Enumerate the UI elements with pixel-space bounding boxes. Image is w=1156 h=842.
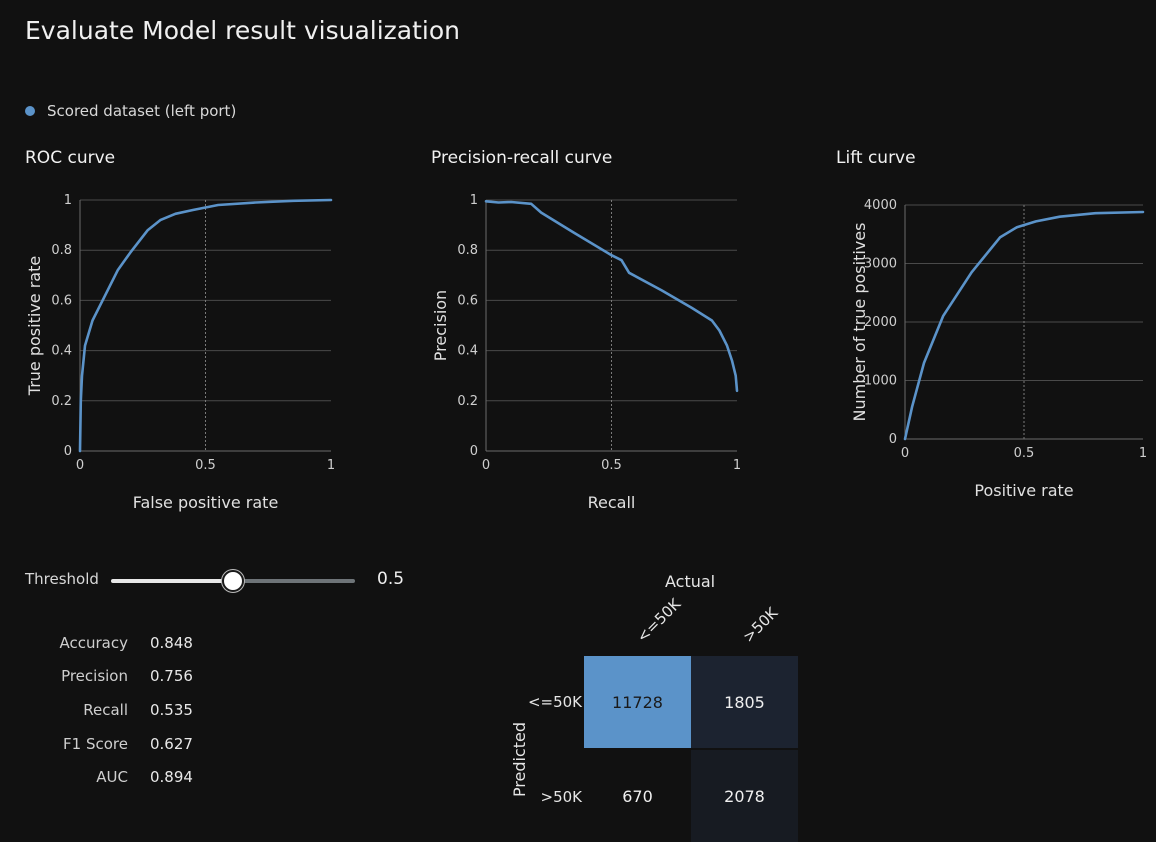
y-tick-label: 0.4	[51, 344, 72, 359]
y-tick-label: 0.6	[457, 293, 478, 308]
x-tick-label: 0.5	[601, 458, 622, 473]
lift-chart-title: Lift curve	[836, 148, 916, 168]
threshold-label: Threshold	[25, 570, 99, 588]
confusion-cell: 670	[584, 750, 691, 842]
metric-row-f1: F1 Score 0.627	[25, 727, 193, 761]
series-line	[78, 198, 333, 453]
y-tick-label: 0.2	[457, 394, 478, 409]
metric-value: 0.535	[150, 700, 193, 719]
confusion-row-label: >50K	[540, 788, 583, 806]
metric-name: Accuracy	[59, 633, 128, 652]
y-tick-label: 0.8	[457, 243, 478, 258]
metric-row-auc: AUC 0.894	[25, 760, 193, 794]
x-tick-label: 1	[327, 458, 335, 473]
y-axis-label: True positive rate	[25, 256, 44, 396]
y-tick-label: 3000	[864, 257, 897, 272]
x-tick-label: 1	[1139, 446, 1147, 461]
series-line	[903, 210, 1145, 441]
metric-row-accuracy: Accuracy 0.848	[25, 626, 193, 660]
threshold-value: 0.5	[377, 569, 405, 589]
series-line	[484, 200, 739, 393]
y-axis-label: Number of true positives	[850, 223, 869, 422]
y-tick-label: 0	[889, 432, 897, 447]
x-tick-label: 0	[76, 458, 84, 473]
metric-value: 0.848	[150, 633, 193, 652]
pr-chart-title: Precision-recall curve	[431, 148, 613, 168]
metric-value: 0.894	[150, 768, 193, 787]
lift-chart: 0 1000 2000 3000 4000 0 0.5 1 Positive rate Numbe…	[850, 198, 1147, 500]
confusion-cell: 1805	[691, 656, 798, 748]
threshold-slider-thumb[interactable]	[222, 570, 244, 592]
confusion-col-label: >50K	[739, 603, 782, 646]
threshold-control: Threshold 0.5	[25, 569, 425, 592]
y-tick-label: 2000	[864, 315, 897, 330]
metric-row-precision: Precision 0.756	[25, 660, 193, 694]
y-tick-label: 0.4	[457, 344, 478, 359]
y-tick-label: 0	[64, 444, 72, 459]
x-tick-label: 1	[733, 458, 741, 473]
metric-name: Recall	[83, 700, 128, 719]
y-tick-label: 0.6	[51, 293, 72, 308]
threshold-slider-track-filled[interactable]	[111, 579, 233, 583]
threshold-slider-track[interactable]	[233, 579, 355, 583]
y-axis-label: Precision	[431, 290, 450, 361]
legend-dot-icon	[25, 106, 35, 116]
roc-chart-title: ROC curve	[25, 148, 116, 168]
legend: Scored dataset (left port)	[25, 102, 236, 120]
metric-value: 0.756	[150, 667, 193, 686]
roc-chart: 0 0.2 0.4 0.6 0.8 1 0 0.5 1 False positive rate Tr…	[25, 193, 335, 512]
x-tick-label: 0.5	[1014, 446, 1035, 461]
confusion-cell: 2078	[691, 750, 798, 842]
page-title: Evaluate Model result visualization	[25, 16, 460, 45]
x-axis-label: Positive rate	[974, 481, 1073, 500]
confusion-predicted-label: Predicted	[510, 721, 530, 798]
y-tick-label: 0.2	[51, 394, 72, 409]
x-axis-label: Recall	[588, 493, 636, 512]
confusion-actual-label: Actual	[665, 572, 716, 591]
metric-name: F1 Score	[63, 734, 128, 753]
x-tick-label: 0	[901, 446, 909, 461]
y-tick-label: 1	[470, 193, 478, 208]
y-tick-label: 1	[64, 193, 72, 208]
y-tick-label: 0	[470, 444, 478, 459]
y-tick-label: 4000	[864, 198, 897, 213]
metric-value: 0.627	[150, 734, 193, 753]
metric-name: Precision	[61, 667, 128, 686]
confusion-cell: 11728	[584, 656, 691, 748]
metric-name: AUC	[96, 768, 128, 787]
y-tick-label: 0.8	[51, 243, 72, 258]
confusion-row-label: <=50K	[527, 693, 582, 711]
x-tick-label: 0	[482, 458, 490, 473]
pr-chart: 0 0.2 0.4 0.6 0.8 1 0 0.5 1 Recall Precision	[431, 193, 741, 512]
x-axis-label: False positive rate	[133, 493, 279, 512]
metric-row-recall: Recall 0.535	[25, 693, 193, 727]
legend-label: Scored dataset (left port)	[47, 102, 237, 120]
y-tick-label: 1000	[864, 374, 897, 389]
x-tick-label: 0.5	[195, 458, 216, 473]
metrics-table: Accuracy 0.848 Precision 0.756 Recall 0.…	[25, 626, 193, 794]
confusion-col-label: <=50K	[633, 595, 685, 646]
